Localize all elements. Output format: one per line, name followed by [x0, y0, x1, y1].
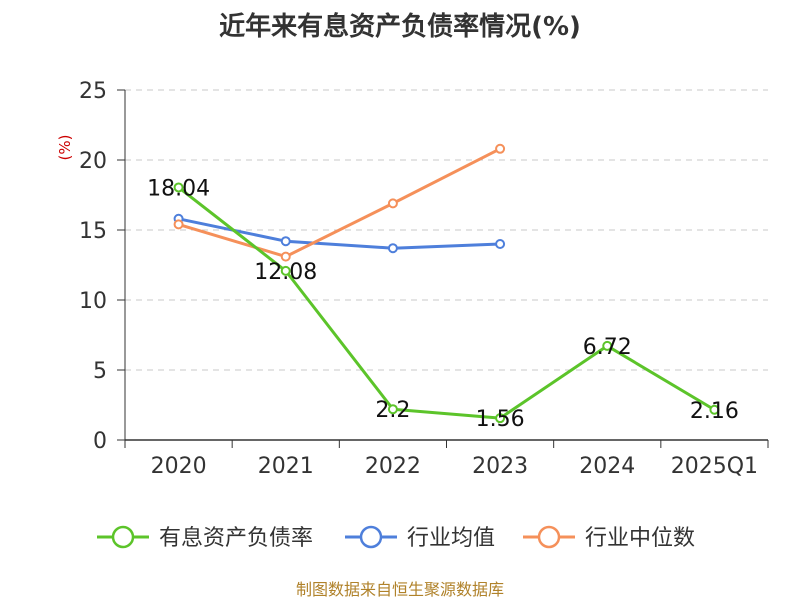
data-label: 2.2 [375, 398, 410, 423]
data-label: 1.56 [476, 407, 525, 432]
legend-marker-circle [537, 525, 561, 549]
legend-label: 有息资产负债率 [159, 526, 313, 551]
data-point [280, 236, 291, 247]
y-tick-label: 15 [79, 219, 107, 244]
footer-source: 制图数据来自恒生聚源数据库 [295, 580, 504, 599]
data-point [495, 413, 506, 424]
data-point [280, 265, 291, 276]
data-point [387, 404, 398, 415]
data-point [709, 404, 720, 415]
legend-label: 行业均值 [407, 526, 495, 551]
series-lines [173, 143, 720, 424]
x-tick-label: 2025Q1 [671, 454, 758, 479]
y-tick-label: 20 [79, 149, 107, 174]
grid-lines [125, 89, 768, 371]
data-label: 18.04 [147, 176, 210, 201]
y-tick-label: 25 [79, 79, 107, 104]
x-tick-label: 2023 [472, 454, 528, 479]
legend-marker-circle [111, 525, 135, 549]
data-point [495, 143, 506, 154]
legend: 有息资产负债率 行业均值 行业中位数 [97, 525, 695, 551]
axes: 0 5 10 15 20 25 (%) 2020 2021 2022 2023 2024 2025Q1 [56, 79, 769, 479]
data-point [495, 239, 506, 249]
x-tick-label: 2021 [258, 454, 314, 479]
data-point [173, 219, 184, 230]
y-axis-label: (%) [56, 135, 74, 161]
data-point [387, 198, 398, 209]
legend-label: 行业中位数 [585, 526, 695, 551]
data-point [602, 340, 613, 351]
data-label: 2.16 [690, 399, 739, 424]
legend-marker-circle [359, 525, 383, 549]
series-line [178, 147, 501, 259]
y-tick-label: 0 [93, 429, 107, 454]
data-labels: 18.04 12.08 2.2 1.56 6.72 2.16 [147, 176, 739, 432]
data-point [173, 182, 184, 193]
data-label: 6.72 [583, 335, 632, 360]
x-tick-label: 2020 [151, 454, 207, 479]
chart-title: 近年来有息资产负债率情况(%) [219, 12, 581, 42]
series-line [177, 186, 716, 420]
x-tick-label: 2024 [579, 454, 635, 479]
data-label: 12.08 [254, 260, 317, 285]
y-tick-label: 5 [93, 359, 107, 384]
y-tick-label: 10 [79, 289, 107, 314]
data-point [387, 243, 398, 254]
x-tick-label: 2022 [365, 454, 421, 479]
data-point [280, 251, 291, 262]
